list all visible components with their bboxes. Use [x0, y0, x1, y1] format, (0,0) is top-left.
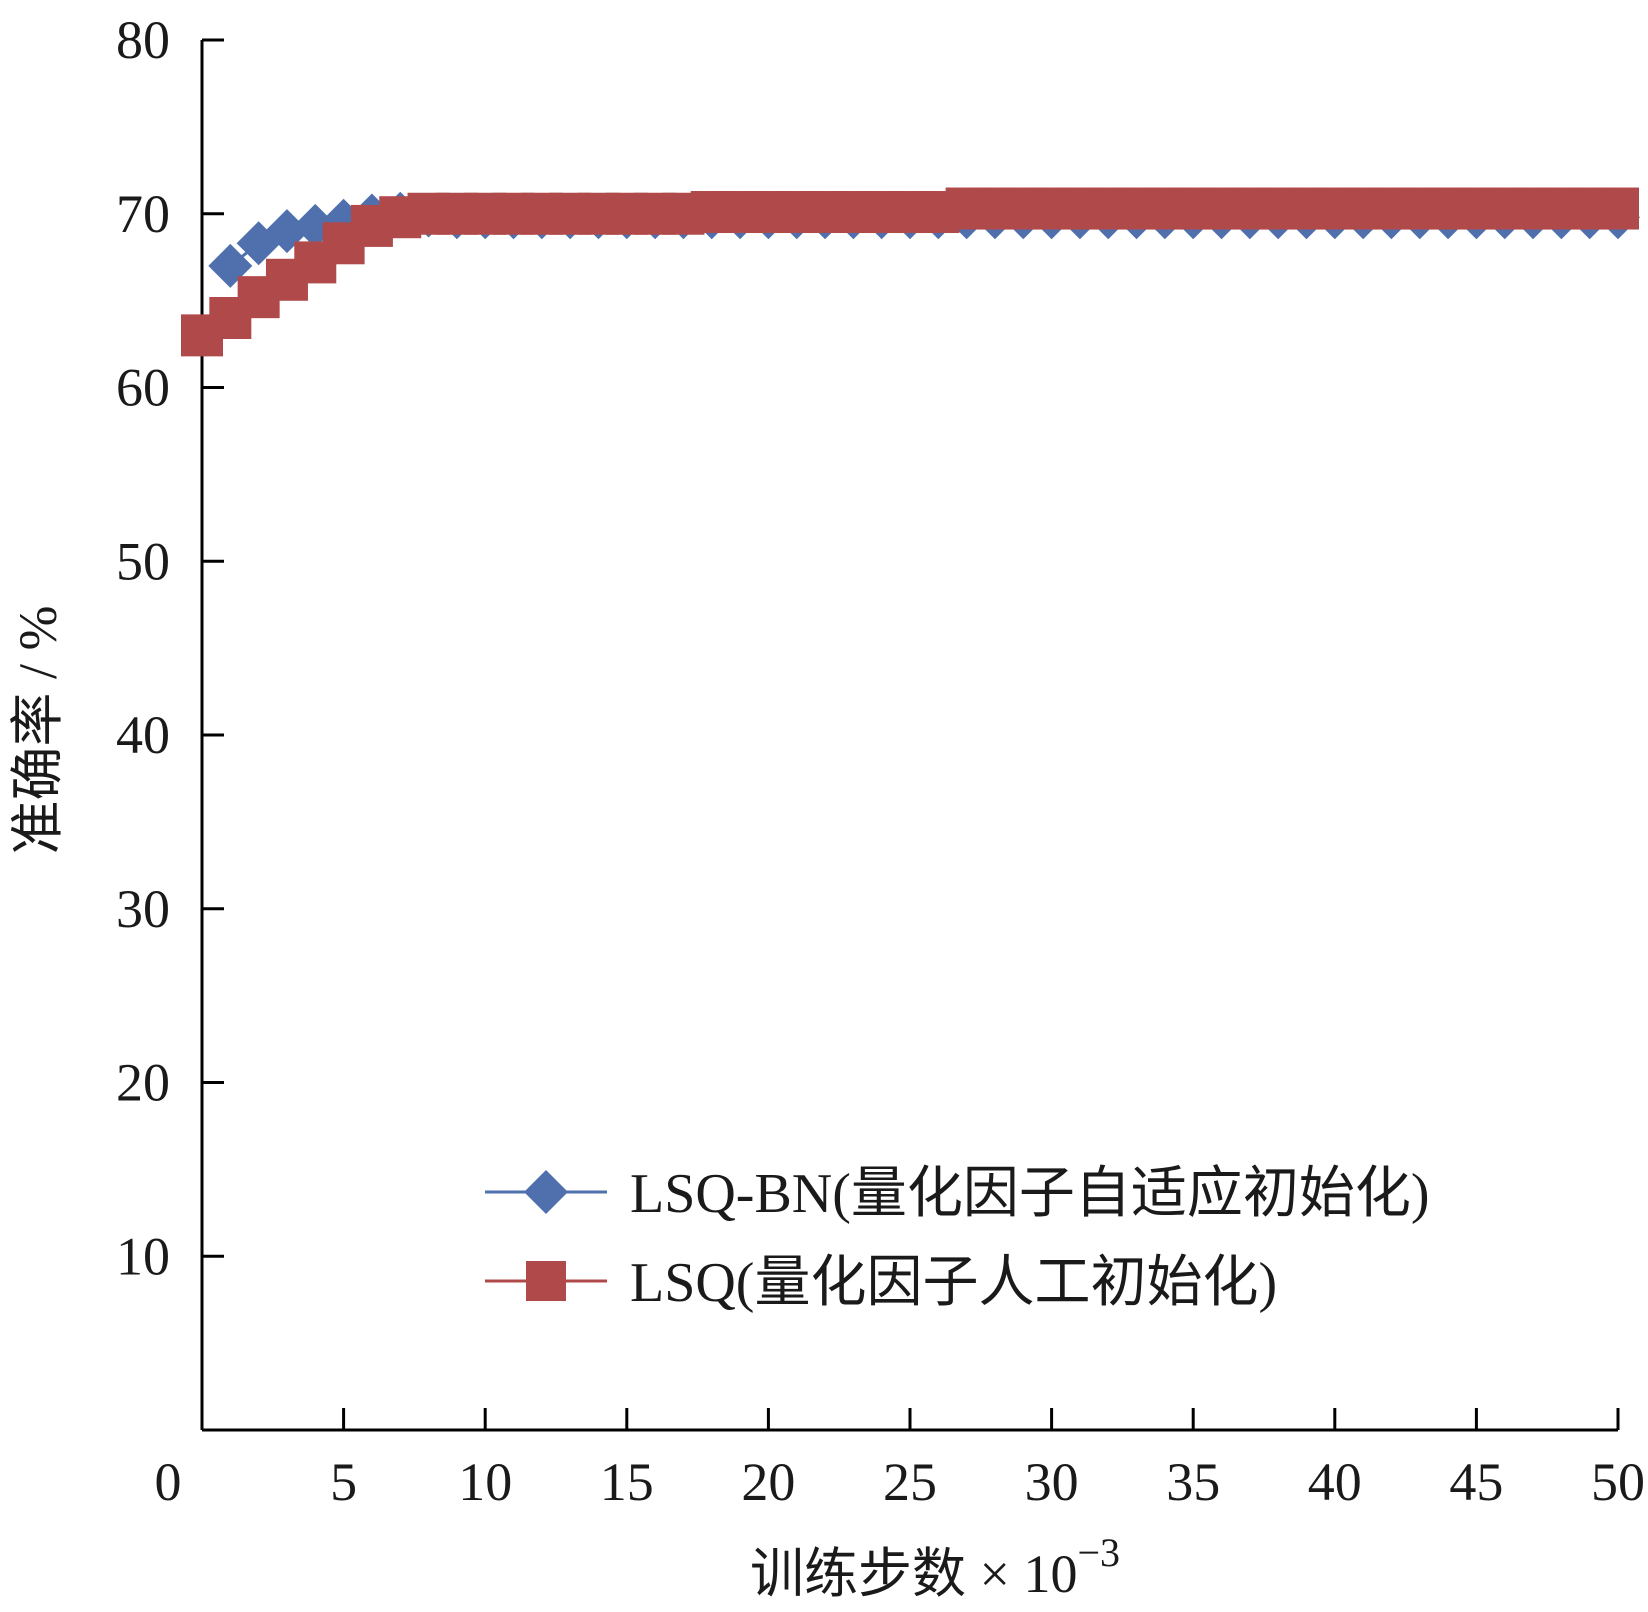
x-axis-label-exponent: −3: [1077, 1530, 1120, 1575]
x-tick-label: 35: [1166, 1452, 1220, 1512]
y-tick-label: 30: [116, 879, 170, 939]
x-tick-label: 45: [1449, 1452, 1503, 1512]
legend-marker-diamond-icon: [524, 1170, 568, 1214]
series-lsq: [181, 187, 1639, 357]
x-tick-label: 30: [1025, 1452, 1079, 1512]
y-axis-label: 准确率 / %: [8, 606, 68, 855]
legend-label-lsq-bn: LSQ-BN(量化因子自适应初始化): [630, 1163, 1430, 1225]
y-tick-label: 10: [116, 1226, 170, 1286]
x-ticks: 0 5 10 15 20 25 30 35 40 45 50: [155, 1408, 1645, 1512]
legend: LSQ-BN(量化因子自适应初始化) LSQ(量化因子人工初始化): [485, 1163, 1430, 1314]
x-tick-label: 0: [155, 1452, 182, 1512]
x-axis-label-text: 训练步数 × 10: [750, 1544, 1077, 1604]
y-ticks: 10 20 30 40 50 60 70 80: [116, 10, 224, 1286]
y-tick-label: 50: [116, 531, 170, 591]
x-tick-label: 10: [458, 1452, 512, 1512]
legend-item-lsq-bn: LSQ-BN(量化因子自适应初始化): [485, 1163, 1430, 1225]
legend-label-lsq: LSQ(量化因子人工初始化): [630, 1252, 1277, 1314]
x-tick-label: 20: [741, 1452, 795, 1512]
y-tick-label: 20: [116, 1053, 170, 1113]
x-tick-label: 40: [1308, 1452, 1362, 1512]
y-tick-label: 40: [116, 705, 170, 765]
x-tick-label: 25: [883, 1452, 937, 1512]
x-tick-label: 5: [330, 1452, 357, 1512]
data-point-square: [1597, 187, 1639, 230]
x-tick-label: 15: [600, 1452, 654, 1512]
legend-marker-square-icon: [526, 1261, 566, 1301]
y-tick-label: 70: [116, 184, 170, 244]
x-axis-label: 训练步数 × 10−3: [750, 1530, 1120, 1604]
legend-item-lsq: LSQ(量化因子人工初始化): [485, 1252, 1277, 1314]
y-tick-label: 80: [116, 10, 170, 70]
x-tick-label: 50: [1591, 1452, 1645, 1512]
y-tick-label: 60: [116, 358, 170, 418]
